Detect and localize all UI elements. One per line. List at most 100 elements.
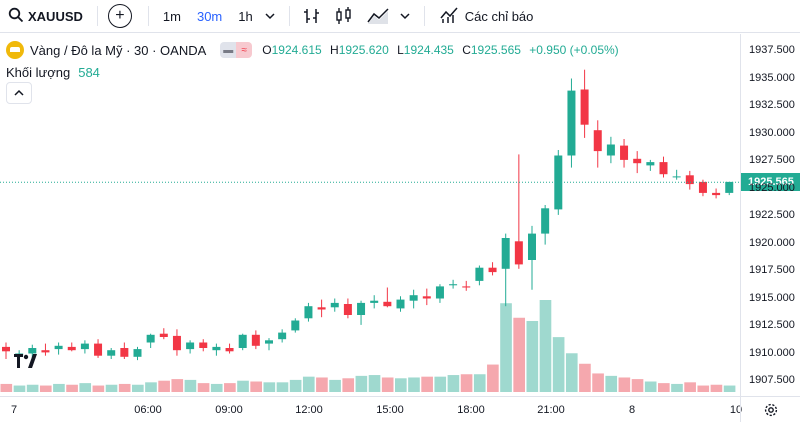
candle-down [593,130,602,152]
volume-bar [631,379,644,392]
time-tick-label: 15:00 [376,404,404,416]
indicators-button[interactable]: Các chỉ báo [431,0,542,33]
volume-bar [592,373,604,392]
ohlc-values: O1924.615 H1925.620 L1924.435 C1925.565 … [262,43,623,57]
volume-bar [658,383,670,392]
symbol-full-name: Vàng / Đô la Mỹ · 30 · OANDA [30,42,207,58]
price-tick-label: 1927.500 [749,154,795,166]
candle-down [251,334,260,346]
volume-bar [145,382,157,392]
volume-bar [39,385,52,392]
symbol-label: XAUUSD [28,8,83,24]
volume-bar [500,303,512,392]
candle-up [330,302,339,308]
interval-1m[interactable]: 1m [162,8,181,24]
volume-bar [671,383,683,392]
volume-bar [723,385,736,392]
candle-down [659,162,668,175]
volume-label: Khối lượng [6,65,71,80]
candlestick-chart[interactable] [0,34,740,396]
interval-dropdown-chevron-down-icon[interactable] [261,0,283,33]
collapse-legend-button[interactable] [6,82,32,104]
candle-down [698,181,707,193]
volume-bar [105,384,118,392]
candle-up [646,162,655,166]
volume-bar [210,383,223,392]
symbol-search-button[interactable]: XAUUSD [0,0,91,33]
candle-up [357,302,366,315]
area-chart-type-icon[interactable] [360,0,396,33]
time-tick-label: 8 [628,404,636,416]
plus-icon: + [115,7,125,24]
high-key: H [330,43,339,57]
low-key: L [397,43,404,57]
volume-bar [66,384,78,392]
candle-up [541,208,550,234]
time-tick-label: 10 [729,404,743,416]
candle-down [620,145,629,160]
volume-bar [552,337,565,392]
indicators-icon [439,6,459,27]
price-tick-label: 1922.500 [749,209,795,221]
volume-bar [473,374,486,392]
volume-bar [118,383,131,392]
candle-up [212,346,221,351]
chart-legend: Vàng / Đô la Mỹ · 30 · OANDA ▬ ≈ O1924.6… [6,41,624,59]
interval-1h[interactable]: 1h [238,8,253,24]
interval-30m[interactable]: 30m [196,8,223,24]
candle-up [449,284,458,286]
chart-type-dropdown-chevron-down-icon[interactable] [396,0,418,33]
candle-down [343,304,352,315]
time-axis[interactable]: 7 06:00 09:00 12:00 15:00 18:00 21:00 8 10 [0,396,743,422]
volume-bar [434,376,447,392]
toolbar-divider [288,6,290,26]
price-tick-label: 1907.500 [749,374,795,386]
candle-up [133,349,142,357]
market-status-icon[interactable]: ≈ [236,42,253,58]
hide-series-icon[interactable]: ▬ [220,42,237,58]
volume-bar [697,385,710,392]
bar-chart-type-icon[interactable] [296,0,328,33]
volume-bar [710,384,723,392]
chart-settings-button[interactable] [740,396,800,422]
volume-legend: Khối lượng 584 [6,65,100,80]
compare-add-symbol-button[interactable]: + [107,4,132,28]
candle-down [94,343,103,356]
time-tick-label: 21:00 [537,404,565,416]
price-axis[interactable]: 1925.565 1937.500 1935.000 1932.500 1930.00… [740,34,800,396]
gold-symbol-icon [6,41,24,59]
volume-bar [460,374,473,392]
candle-up [238,334,247,348]
time-tick-label: 12:00 [295,404,323,416]
candle-down [712,192,721,196]
high-value: 1925.620 [338,43,389,57]
candle-down [199,342,208,348]
toolbar-divider [147,6,149,26]
candlestick-chart-type-icon[interactable] [328,0,360,33]
candle-up [528,233,536,260]
volume-bar [579,363,591,392]
tradingview-logo-icon[interactable] [14,352,38,373]
legend-toggle[interactable]: ▬ ≈ [220,42,253,58]
price-tick-label: 1915.000 [749,291,795,304]
volume-bar [289,379,302,392]
price-tick-label: 1937.500 [749,44,795,56]
close-value: 1925.565 [470,43,521,57]
volume-bar [368,375,381,392]
candle-down [488,267,497,273]
candle-up [146,334,155,343]
volume-bar [355,375,368,392]
candle-down [462,286,471,288]
candle-up [567,90,576,156]
volume-bar [316,377,328,392]
volume-bar [408,377,420,392]
volume-bar [237,380,249,392]
volume-bar [197,383,210,392]
current-price-label: 1925.565 [741,173,800,192]
price-tick-label: 1917.500 [749,264,795,276]
candle-down [633,158,642,164]
volume-bar [302,376,315,392]
volume-bar [539,300,552,392]
candle-down [67,346,76,351]
change-value: +0.950 (+0.05%) [529,43,619,57]
